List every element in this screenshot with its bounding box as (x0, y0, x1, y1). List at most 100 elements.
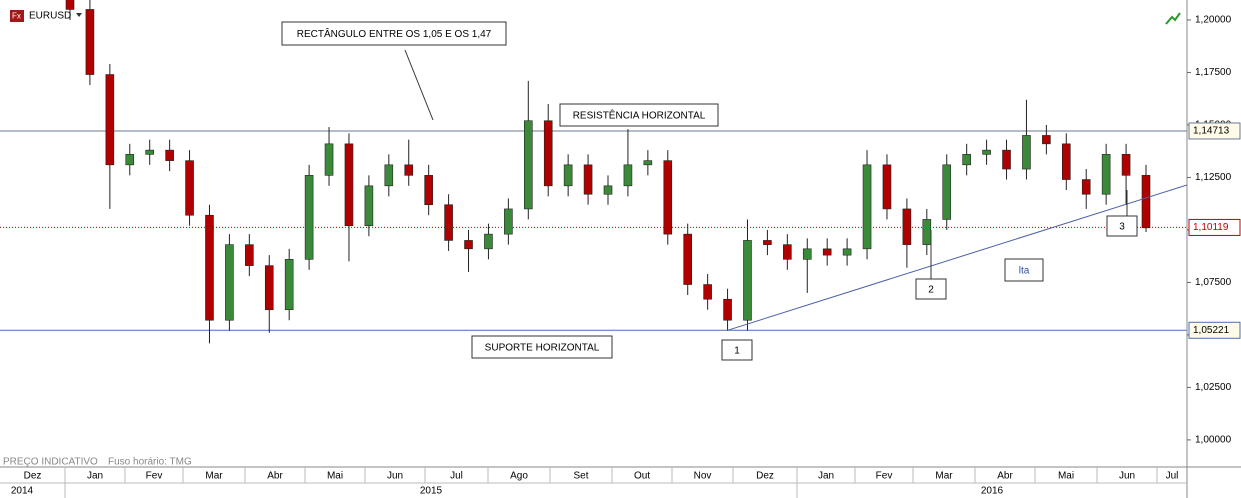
status-icon (1165, 12, 1181, 25)
candle-body (185, 160, 194, 216)
candle-body (583, 164, 593, 195)
trendline (727, 184, 1187, 331)
candle-body (1002, 149, 1011, 170)
y-tick-label: 1,00000 (1195, 435, 1232, 446)
candle-body (284, 259, 294, 311)
candle-body (902, 208, 912, 245)
y-tick-label: 1,07500 (1195, 277, 1232, 288)
x-tick-label: Nov (694, 471, 712, 482)
candle-body (205, 214, 214, 321)
x-tick-label: Out (634, 471, 650, 482)
candle-body (922, 219, 932, 245)
symbol: EURUSD (29, 11, 71, 22)
y-tick-label: 1,12500 (1195, 172, 1232, 183)
y-tick-label: 1,02500 (1195, 382, 1232, 393)
x-tick-label: Mai (327, 471, 343, 482)
candle-body (364, 185, 374, 227)
candle-body (703, 284, 712, 300)
x-tick-label: Jan (818, 471, 834, 482)
year-label: 2015 (420, 486, 443, 497)
annotation-text: 2 (928, 285, 934, 296)
candle-body (802, 248, 812, 260)
level-tag (1188, 321, 1241, 339)
candle-body (1101, 154, 1111, 195)
candle-body (484, 233, 493, 250)
candle-body (1081, 179, 1091, 195)
x-tick-label: Dez (756, 471, 774, 482)
x-tick-label: Abr (997, 471, 1013, 482)
annotation-box (471, 335, 613, 359)
candle-body (763, 240, 772, 245)
candle-body (623, 164, 633, 187)
year-label: 2014 (11, 486, 34, 497)
candle-body (643, 160, 653, 166)
candle-body (663, 160, 673, 235)
candle-body (1061, 143, 1071, 180)
candle-body (145, 149, 155, 155)
annotation-box (559, 103, 719, 127)
candle-body (404, 164, 414, 176)
x-tick-label: Mar (205, 471, 223, 482)
candle-body (105, 74, 115, 166)
candle-body (942, 164, 952, 220)
candle-body (65, 0, 75, 10)
candle-body (783, 244, 792, 260)
candle-body (543, 120, 553, 187)
candle-body (1022, 135, 1031, 170)
fx-icon-text: Fx (12, 12, 21, 21)
level-label: 1,10119 (1193, 222, 1229, 233)
candle-body (304, 175, 314, 260)
candle-body (523, 120, 533, 210)
annotation-box (1004, 258, 1044, 282)
level-tag (1188, 218, 1241, 236)
candle-body (683, 233, 693, 285)
y-tick-label: 1,17500 (1195, 67, 1232, 78)
candle-body (723, 298, 732, 321)
level-label: 1,14713 (1193, 126, 1230, 137)
candle-body (85, 9, 95, 75)
annotation-box (281, 21, 507, 46)
x-tick-label: Jan (87, 471, 103, 482)
y-tick-label: 1,20000 (1195, 15, 1232, 26)
dropdown-arrow[interactable] (76, 13, 82, 17)
candle-body (225, 244, 234, 321)
candle-body (743, 240, 752, 321)
plot-area (0, 0, 1187, 344)
candle-body (962, 154, 971, 166)
level-label: 1,05221 (1193, 325, 1230, 336)
candle-body (324, 143, 334, 176)
x-tick-label: Mar (935, 471, 953, 482)
x-tick-label: Jul (1166, 471, 1179, 482)
x-tick-label: Ago (510, 471, 528, 482)
x-tick-label: Dez (24, 471, 42, 482)
annotation-box (1106, 215, 1138, 237)
candle-body (862, 164, 872, 250)
candle-body (504, 208, 513, 235)
x-tick-label: Set (573, 471, 588, 482)
candle-body (464, 240, 473, 250)
candle-body (822, 248, 832, 256)
candle-body (424, 175, 433, 206)
candle-body (842, 248, 852, 256)
annotation-text: 3 (1119, 222, 1125, 233)
candle-body (1042, 135, 1051, 145)
x-tick-label: Mai (1058, 471, 1074, 482)
candle-body (1121, 154, 1131, 176)
annotation-pointer (404, 49, 434, 121)
candle-body (563, 164, 573, 187)
x-tick-label: Jun (387, 471, 403, 482)
candle-body (882, 164, 892, 210)
x-tick-label: Fev (876, 471, 893, 482)
candle-body (1141, 175, 1151, 229)
timezone: Fuso horário: TMG (108, 457, 192, 468)
annotation-text: RECTÂNGULO ENTRE OS 1,05 E OS 1,47 (297, 27, 492, 40)
candle-body (245, 244, 254, 266)
annotation-box (721, 339, 753, 361)
x-tick-label: Fev (146, 471, 163, 482)
candle-body (603, 185, 613, 195)
annotation-text: SUPORTE HORIZONTAL (485, 343, 600, 354)
annotation-text: lta (1019, 266, 1030, 277)
annotation-text: RESISTÊNCIA HORIZONTAL (573, 109, 706, 122)
x-tick-label: Abr (267, 471, 283, 482)
